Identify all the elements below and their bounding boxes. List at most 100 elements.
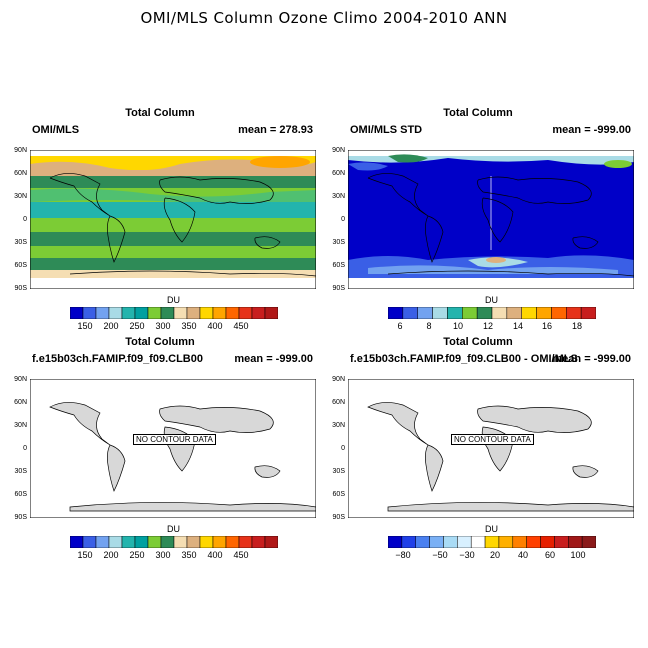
colorbar-swatch — [199, 536, 214, 548]
lat-label: 90S — [14, 285, 27, 292]
colorbar-swatch — [134, 536, 149, 548]
colorbar-swatch — [238, 307, 253, 319]
panel-mean-label: mean = -999.00 — [552, 124, 631, 136]
colorbar-tick: −80 — [395, 550, 411, 560]
colorbar-swatch — [401, 536, 416, 548]
no-contour-data-label: NO CONTOUR DATA — [133, 434, 216, 445]
colorbar-swatch — [264, 536, 278, 548]
coastlines — [367, 173, 634, 277]
colorbar-label: DU — [485, 524, 498, 534]
colorbar-swatch — [526, 536, 541, 548]
lat-label: 60N — [14, 399, 27, 406]
lat-label: 90N — [14, 376, 27, 383]
colorbar-swatch — [470, 536, 486, 548]
colorbar-swatch — [521, 307, 537, 319]
panel-title: Total Column — [125, 107, 195, 119]
colorbar-swatch — [225, 307, 240, 319]
land — [49, 402, 316, 512]
colorbar-swatch — [212, 536, 227, 548]
panel-title: Total Column — [125, 336, 195, 348]
lat-label: 90N — [14, 147, 27, 154]
colorbar-tick: 450 — [233, 550, 249, 560]
colorbar-swatch — [568, 536, 583, 548]
panel-model: Total Column f.e15b03ch.FAMIP.f09_f09.CL… — [0, 333, 320, 563]
colorbar-swatch — [199, 307, 214, 319]
panel-model-minus-obs: Total Column f.e15b03ch.FAMIP.f09_f09.CL… — [318, 333, 638, 563]
panel-omi-mls-std: Total Column OMI/MLS STD mean = -999.00 … — [318, 104, 638, 334]
panel-title: Total Column — [443, 336, 513, 348]
colorbar-swatch — [134, 307, 149, 319]
map-model-minus-obs — [348, 379, 634, 518]
lat-label: 0 — [23, 216, 27, 223]
colorbar-tick: 250 — [129, 550, 145, 560]
colorbar-swatch — [108, 307, 123, 319]
figure-title: OMI/MLS Column Ozone Climo 2004-2010 ANN — [140, 9, 508, 27]
colorbar-tick: 150 — [77, 321, 93, 331]
map-omi-mls — [30, 150, 316, 289]
colorbar-tick: 400 — [207, 321, 223, 331]
colorbar-swatch — [498, 536, 514, 548]
colorbar-label: DU — [167, 524, 180, 534]
colorbar-swatch — [82, 536, 97, 548]
colorbar-tick: 300 — [155, 321, 171, 331]
colorbar-swatch — [186, 536, 201, 548]
colorbar-tick: 200 — [103, 321, 119, 331]
colorbar-tick: 18 — [571, 321, 582, 331]
colorbar-swatch — [554, 536, 569, 548]
colorbar-swatch — [95, 307, 110, 319]
colorbar-swatch — [443, 536, 458, 548]
colorbar-swatch — [462, 307, 478, 319]
colorbar-swatch — [581, 536, 596, 548]
colorbar — [70, 536, 278, 548]
lat-label: 30S — [332, 468, 345, 475]
colorbar-swatch — [147, 536, 162, 548]
colorbar-swatch — [512, 536, 527, 548]
colorbar-swatch — [95, 536, 110, 548]
colorbar-swatch — [251, 536, 266, 548]
colorbar-swatch — [402, 307, 418, 319]
colorbar-swatch — [225, 536, 240, 548]
panel-omi-mls: Total Column OMI/MLS mean = 278.93 90N 6… — [0, 104, 320, 334]
colorbar-swatch — [70, 307, 84, 319]
colorbar-swatch — [173, 307, 188, 319]
colorbar-tick: 60 — [544, 550, 555, 560]
colorbar-swatch — [121, 536, 136, 548]
map-omi-mls-std — [348, 150, 634, 289]
lat-label: 30S — [14, 468, 27, 475]
lat-label: 30N — [14, 193, 27, 200]
lat-label: 90S — [14, 514, 27, 521]
panel-left-label: f.e15b03ch.FAMIP.f09_f09.CLB00 — [32, 353, 203, 365]
lat-label: 60S — [332, 262, 345, 269]
colorbar-swatch — [457, 536, 472, 548]
colorbar — [388, 536, 596, 548]
panel-mean-label: mean = -999.00 — [552, 353, 631, 365]
colorbar-swatch — [238, 536, 253, 548]
colorbar-tick: 450 — [233, 321, 249, 331]
panel-mean-label: mean = 278.93 — [238, 124, 313, 136]
lat-label: 60S — [14, 262, 27, 269]
colorbar-swatch — [82, 307, 97, 319]
lat-label: 90S — [332, 514, 345, 521]
lat-label: 30S — [332, 239, 345, 246]
lat-label: 60S — [332, 491, 345, 498]
colorbar-tick: −30 — [459, 550, 475, 560]
colorbar-swatch — [540, 536, 555, 548]
panel-left-label: OMI/MLS STD — [350, 124, 423, 136]
lat-label: 90N — [332, 376, 345, 383]
colorbar-label: DU — [167, 295, 180, 305]
colorbar-swatch — [264, 307, 278, 319]
colorbar-tick: 150 — [77, 550, 93, 560]
colorbar-tick: 350 — [181, 550, 197, 560]
colorbar-tick: 400 — [207, 550, 223, 560]
colorbar-swatch — [388, 536, 403, 548]
colorbar-tick: 350 — [181, 321, 197, 331]
colorbar-swatch — [551, 307, 567, 319]
lat-label: 90S — [332, 285, 345, 292]
lat-label: 30N — [332, 422, 345, 429]
lat-label: 30S — [14, 239, 27, 246]
colorbar-tick: 6 — [397, 321, 403, 331]
lat-label: 0 — [23, 445, 27, 452]
colorbar-tick: 10 — [452, 321, 463, 331]
colorbar-swatch — [491, 307, 508, 319]
colorbar-swatch — [432, 307, 448, 319]
